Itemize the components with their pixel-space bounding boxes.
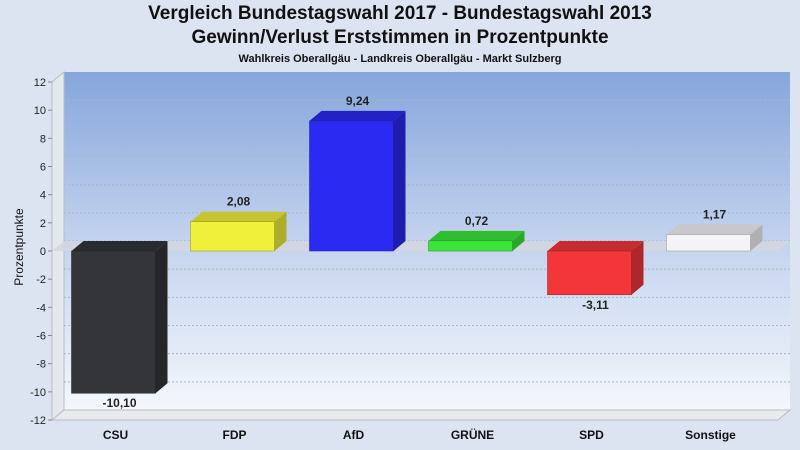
- chart-subsubtitle: Wahlkreis Oberallgäu - Landkreis Oberall…: [238, 53, 562, 65]
- data-label-afd: 9,24: [346, 94, 370, 108]
- bar-side-afd: [393, 110, 406, 252]
- bar-side-spd: [631, 241, 644, 295]
- data-label-grüne: 0,72: [465, 214, 489, 228]
- bar-top-fdp: [190, 211, 287, 222]
- bar-sonstige: [666, 234, 751, 252]
- bar-csu: [71, 250, 156, 394]
- y-tick-label: -10: [30, 387, 46, 399]
- y-tick-label: 2: [40, 218, 46, 230]
- x-tick-label-spd: SPD: [579, 428, 604, 442]
- y-tick-label: -6: [36, 331, 46, 343]
- y-tick-label: 0: [40, 246, 46, 258]
- data-label-csu: -10,10: [102, 396, 136, 410]
- x-tick-label-grüne: GRÜNE: [451, 427, 494, 442]
- bar-side-csu: [155, 241, 168, 394]
- bar-side-fdp: [274, 211, 287, 251]
- y-tick-label: -2: [36, 274, 46, 286]
- bar-fdp: [190, 221, 275, 252]
- bar-afd: [309, 120, 394, 252]
- bar-top-spd: [547, 241, 644, 251]
- y-tick-label: 8: [40, 133, 46, 145]
- x-tick-label-fdp: FDP: [223, 428, 247, 442]
- bar-spd: [547, 250, 632, 296]
- bar-side-sonstige: [750, 224, 763, 251]
- data-label-sonstige: 1,17: [703, 208, 727, 222]
- bar-top-grüne: [428, 230, 525, 241]
- bar-top-csu: [71, 241, 168, 251]
- y-tick-label: -4: [36, 302, 46, 314]
- data-label-fdp: 2,08: [227, 195, 251, 209]
- y-tick-label: -8: [36, 359, 46, 371]
- x-tick-label-afd: AfD: [343, 428, 365, 442]
- y-tick-label: 10: [34, 105, 46, 117]
- plot-floor: [50, 409, 792, 421]
- y-tick-label: 4: [40, 190, 46, 202]
- x-tick-label-csu: CSU: [103, 428, 128, 442]
- data-label-spd: -3,11: [582, 298, 609, 312]
- y-tick-label: -12: [30, 415, 46, 427]
- y-tick-label: 12: [34, 77, 46, 89]
- chart-title: Vergleich Bundestagswahl 2017 - Bundesta…: [148, 3, 652, 24]
- x-tick-label-sonstige: Sonstige: [685, 428, 736, 442]
- bar-grüne: [428, 240, 513, 252]
- chart-subtitle: Gewinn/Verlust Erststimmen in Prozentpun…: [191, 27, 609, 48]
- bar-top-sonstige: [666, 224, 763, 235]
- bar-side-grüne: [512, 230, 525, 251]
- bar-top-afd: [309, 110, 406, 121]
- y-tick-label: 6: [40, 162, 46, 174]
